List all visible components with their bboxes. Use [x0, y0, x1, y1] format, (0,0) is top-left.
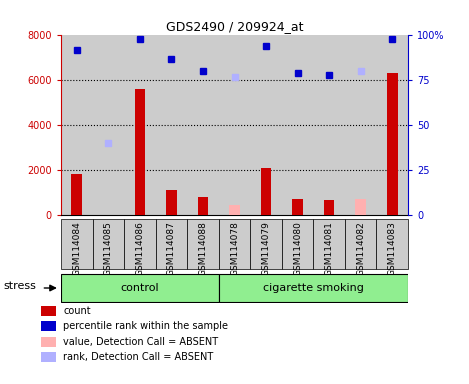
Bar	[313, 35, 345, 215]
Bar	[250, 35, 282, 215]
Bar	[41, 306, 56, 316]
Bar	[187, 219, 219, 269]
Bar	[41, 321, 56, 331]
Bar	[292, 199, 303, 215]
Bar	[61, 274, 219, 302]
Bar	[187, 35, 219, 215]
Bar	[377, 35, 408, 215]
Bar	[124, 35, 156, 215]
Text: GSM114080: GSM114080	[293, 221, 302, 276]
Text: cigarette smoking: cigarette smoking	[263, 283, 364, 293]
Text: GSM114085: GSM114085	[104, 221, 113, 276]
Bar	[250, 35, 282, 215]
Bar	[345, 35, 377, 215]
Bar	[71, 174, 82, 215]
Bar	[135, 89, 145, 215]
Bar	[324, 200, 334, 215]
Text: GSM114079: GSM114079	[262, 221, 271, 276]
Bar	[387, 73, 398, 215]
Bar	[61, 35, 92, 215]
Bar	[345, 35, 377, 215]
Bar	[345, 219, 377, 269]
Bar	[219, 35, 250, 215]
Text: GSM114078: GSM114078	[230, 221, 239, 276]
Bar	[377, 219, 408, 269]
Bar	[313, 219, 345, 269]
Text: GSM114088: GSM114088	[198, 221, 207, 276]
Text: GSM114081: GSM114081	[325, 221, 333, 276]
Bar	[61, 219, 92, 269]
Text: stress: stress	[3, 281, 36, 291]
Text: GSM114082: GSM114082	[356, 221, 365, 276]
Bar	[313, 35, 345, 215]
Bar	[41, 352, 56, 362]
Bar	[124, 35, 156, 215]
Bar	[156, 219, 187, 269]
Bar	[197, 197, 208, 215]
Bar	[187, 35, 219, 215]
Text: value, Detection Call = ABSENT: value, Detection Call = ABSENT	[63, 337, 219, 347]
Text: GSM114084: GSM114084	[72, 221, 81, 276]
Bar	[282, 35, 313, 215]
Bar	[156, 35, 187, 215]
Bar	[156, 35, 187, 215]
Bar	[219, 219, 250, 269]
Bar	[219, 35, 250, 215]
Bar	[124, 219, 156, 269]
Bar	[356, 199, 366, 215]
Bar	[92, 219, 124, 269]
Text: GSM114083: GSM114083	[388, 221, 397, 276]
Bar	[229, 205, 240, 215]
Bar	[166, 190, 177, 215]
Bar	[41, 337, 56, 347]
Text: count: count	[63, 306, 91, 316]
Text: rank, Detection Call = ABSENT: rank, Detection Call = ABSENT	[63, 352, 214, 362]
Bar	[282, 35, 313, 215]
Bar	[261, 168, 272, 215]
Title: GDS2490 / 209924_at: GDS2490 / 209924_at	[166, 20, 303, 33]
Bar	[250, 219, 282, 269]
Bar	[282, 219, 313, 269]
Text: percentile rank within the sample: percentile rank within the sample	[63, 321, 228, 331]
Text: control: control	[121, 283, 159, 293]
Bar	[377, 35, 408, 215]
Text: GSM114086: GSM114086	[136, 221, 144, 276]
Bar	[61, 35, 92, 215]
Bar	[219, 274, 408, 302]
Text: GSM114087: GSM114087	[167, 221, 176, 276]
Bar	[92, 35, 124, 215]
Bar	[92, 35, 124, 215]
